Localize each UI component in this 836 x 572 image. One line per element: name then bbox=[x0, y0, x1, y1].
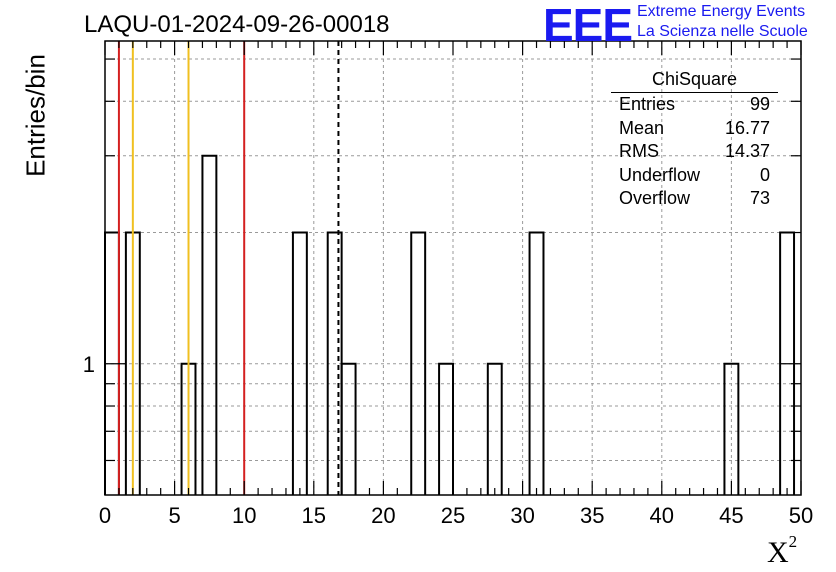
y-axis-label: Entries/bin bbox=[20, 54, 51, 177]
x-tick-label: 50 bbox=[789, 503, 813, 528]
histogram-bar bbox=[528, 231, 545, 495]
stat-value: 99 bbox=[749, 94, 770, 114]
x-tick-label: 5 bbox=[168, 503, 180, 528]
x-tick-label: 0 bbox=[99, 503, 111, 528]
stat-label: Mean bbox=[619, 117, 665, 138]
x-tick-label: 45 bbox=[719, 503, 743, 528]
stats-box: ChiSquare Entries 99 Mean 16.77 RMS 14.3… bbox=[611, 68, 778, 211]
x-tick-label: 20 bbox=[371, 503, 395, 528]
stat-value: 0 bbox=[759, 164, 770, 185]
x-axis-label: X2 bbox=[767, 532, 797, 570]
x-tick-label: 35 bbox=[580, 503, 604, 528]
stat-label: Underflow bbox=[619, 164, 701, 185]
x-tick-label: 15 bbox=[302, 503, 326, 528]
x-tick-label: 40 bbox=[650, 503, 674, 528]
stat-row-entries: Entries 99 bbox=[611, 93, 778, 117]
stat-label: RMS bbox=[619, 141, 659, 161]
stat-value: 14.37 bbox=[724, 141, 770, 161]
org-subtitle: La Scienza nelle Scuole bbox=[637, 23, 808, 40]
histogram-bar bbox=[291, 231, 308, 495]
x-axis-label-symbol: X bbox=[767, 536, 789, 569]
histogram-bar bbox=[723, 362, 740, 495]
eee-logo: EEE bbox=[543, 0, 633, 51]
stat-value: 16.77 bbox=[724, 117, 770, 138]
stats-title: ChiSquare bbox=[611, 68, 778, 93]
chart-title: LAQU-01-2024-09-26-00018 bbox=[84, 11, 390, 38]
histogram-bar bbox=[201, 154, 218, 495]
x-axis-label-exponent: 2 bbox=[788, 532, 798, 551]
x-tick-label: 30 bbox=[510, 503, 534, 528]
stat-row-rms: RMS 14.37 bbox=[611, 140, 778, 164]
histogram-bar bbox=[410, 231, 427, 495]
stat-row-overflow: Overflow 73 bbox=[611, 187, 778, 211]
stat-value: 73 bbox=[749, 188, 770, 208]
x-tick-label: 10 bbox=[232, 503, 256, 528]
stat-row-underflow: Underflow 0 bbox=[611, 164, 778, 188]
stat-label: Entries bbox=[619, 94, 676, 114]
stat-row-mean: Mean 16.77 bbox=[611, 117, 778, 141]
y-tick-label: 1 bbox=[83, 352, 95, 377]
org-name: Extreme Energy Events bbox=[637, 3, 806, 20]
x-tick-label: 25 bbox=[441, 503, 465, 528]
stat-label: Overflow bbox=[619, 188, 691, 208]
histogram-bar bbox=[486, 362, 503, 495]
histogram-bar bbox=[438, 362, 454, 495]
histogram-bar bbox=[340, 362, 357, 495]
